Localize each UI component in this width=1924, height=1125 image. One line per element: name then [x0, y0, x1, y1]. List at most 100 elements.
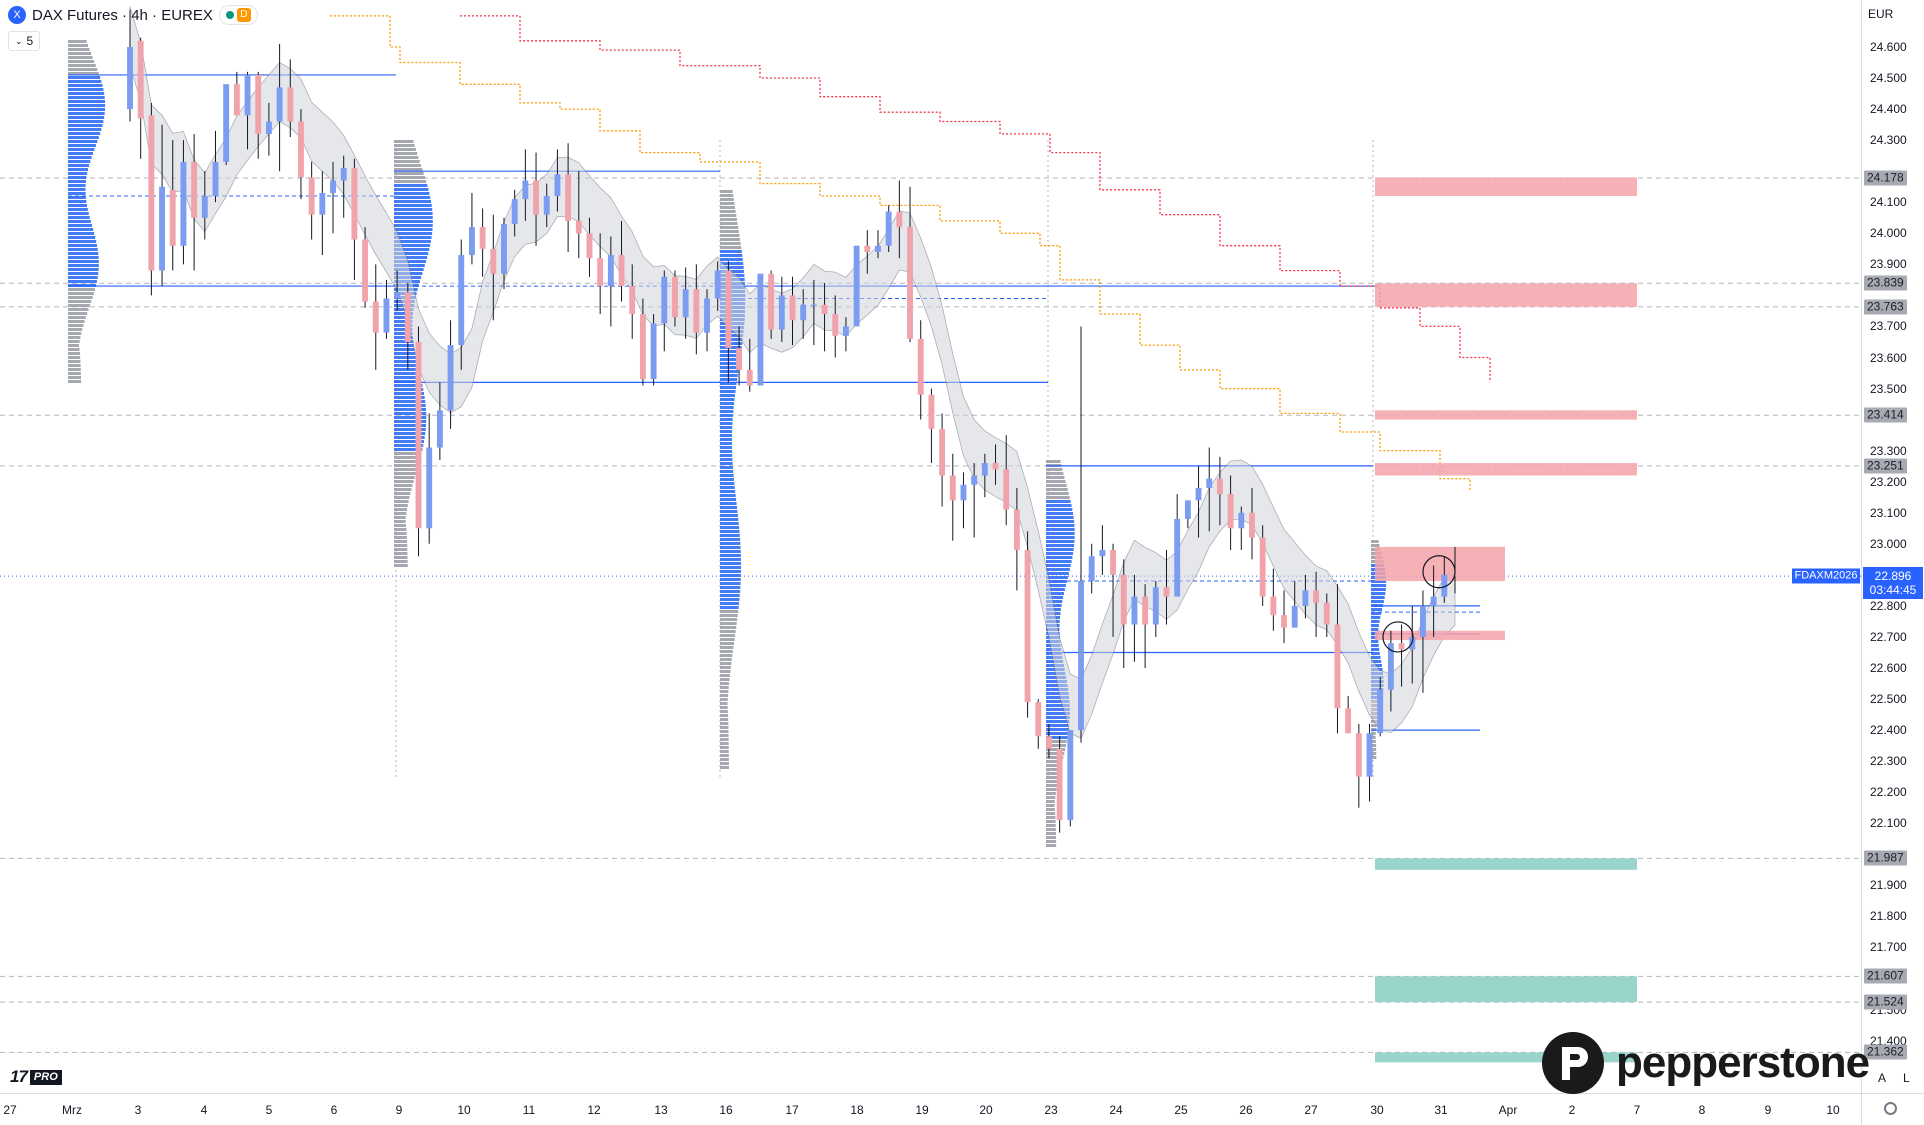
candle-body [1067, 730, 1074, 821]
candle [949, 453, 956, 541]
candle [992, 444, 999, 485]
profile-row [394, 476, 415, 479]
price-label: 23.100 [1870, 505, 1907, 520]
profile-row [68, 324, 84, 327]
time-label: 5 [265, 1103, 273, 1117]
chart-pane[interactable] [0, 0, 1861, 1093]
profile-row [394, 524, 407, 527]
profile-row [720, 666, 731, 669]
profile-row [1046, 504, 1072, 507]
candle [1281, 590, 1287, 644]
profile-row [68, 76, 101, 79]
candle [875, 230, 881, 259]
profile-row [394, 440, 425, 443]
candle-body [308, 177, 315, 215]
currency-selector[interactable]: EUR [1868, 7, 1894, 21]
candle [276, 43, 283, 172]
profile-row [720, 554, 741, 557]
profile-row [394, 432, 426, 435]
profile-row [394, 408, 426, 411]
profile-row [68, 224, 92, 227]
profile-row [394, 552, 408, 555]
profile-row [68, 164, 90, 167]
profile-row [1046, 472, 1064, 475]
profile-row [1046, 740, 1067, 743]
profile-row [68, 352, 80, 355]
candle [265, 102, 272, 156]
profile-row [1371, 752, 1377, 755]
profile-row [1046, 772, 1060, 775]
profile-row [1046, 784, 1058, 787]
support-zone [1375, 858, 1637, 870]
profile-row [1046, 764, 1062, 767]
candle [682, 267, 689, 339]
profile-row [720, 690, 729, 693]
market-status-pill[interactable]: D [218, 5, 258, 25]
level-tag: 21.362 [1864, 1044, 1907, 1060]
profile-row [68, 236, 96, 239]
profile-row [394, 220, 433, 223]
resistance-zone [1375, 463, 1637, 476]
candle [618, 220, 625, 302]
profile-row [1371, 584, 1387, 587]
price-label: 22.600 [1870, 661, 1907, 675]
profile-row [1046, 496, 1070, 499]
candle [661, 270, 668, 352]
profile-row [1046, 528, 1075, 531]
profile-row [68, 248, 98, 251]
indicators-collapse-button[interactable]: ⌄ 5 [8, 31, 41, 51]
candle [351, 158, 358, 280]
candle [981, 453, 988, 498]
candle [490, 214, 497, 321]
settings-gear-icon[interactable] [1884, 1102, 1897, 1115]
candle-body [1035, 702, 1042, 737]
time-axis[interactable]: 27 Mrz 3 4 5 6 9 10 11 12 13 16 17 18 19 20 23 24 25 26 27 30… [0, 1093, 1861, 1125]
profile-row [394, 468, 418, 471]
profile-row [68, 196, 86, 199]
profile-row [394, 204, 432, 207]
candle [1345, 695, 1352, 734]
level-tag: 21.987 [1864, 850, 1907, 866]
profile-row [1046, 516, 1074, 519]
auto-scale-toggle[interactable]: A [1878, 1071, 1887, 1085]
profile-row [1046, 724, 1070, 727]
profile-row [720, 354, 741, 357]
profile-row [720, 214, 737, 217]
symbol-icon[interactable]: X [8, 6, 26, 24]
profile-row [1046, 584, 1066, 587]
axis-corner [1861, 1093, 1924, 1125]
profile-row [1371, 644, 1379, 647]
profile-row [720, 518, 739, 521]
profile-row [68, 112, 105, 115]
profile-row [394, 152, 418, 155]
contract-tag: FDAXM2026 [1792, 568, 1860, 584]
profile-row [68, 176, 87, 179]
profile-row [394, 544, 408, 547]
price-axis[interactable]: EUR 24.600 24.500 24.400 24.300 24.100 24.000… [1861, 0, 1924, 1093]
profile-row [1046, 568, 1070, 571]
symbol-title[interactable]: DAX Futures · 4h · EUREX [32, 6, 213, 24]
profile-row [1046, 836, 1056, 839]
profile-row [394, 488, 412, 491]
tradingview-logo[interactable]: 17 PRO [10, 1067, 62, 1087]
profile-row [394, 192, 430, 195]
pro-badge: PRO [29, 1069, 62, 1085]
profile-row [68, 316, 86, 319]
cloud-band-area [129, 6, 1456, 739]
profile-row [394, 556, 408, 559]
profile-row [68, 60, 95, 63]
candle-body [907, 227, 913, 339]
price-label: 24.400 [1870, 102, 1907, 117]
candle-body [1024, 550, 1031, 703]
profile-row [1046, 460, 1061, 463]
price-label: 22.100 [1870, 816, 1907, 831]
profile-row [1046, 704, 1070, 707]
profile-row [1371, 636, 1379, 639]
profile-row [720, 338, 743, 341]
candle [842, 317, 849, 352]
log-scale-toggle[interactable]: L [1903, 1071, 1910, 1085]
candle [1270, 568, 1277, 631]
circle-annotation [1382, 621, 1414, 653]
time-label: 8 [1698, 1103, 1706, 1117]
profile-row [720, 662, 732, 665]
